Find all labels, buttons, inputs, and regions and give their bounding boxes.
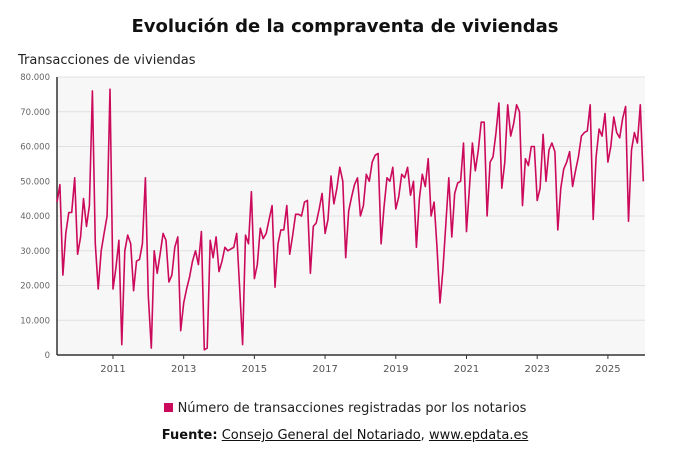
chart-title: Evolución de la compraventa de viviendas [131, 16, 559, 37]
y-tick-label: 30.000 [20, 247, 50, 257]
y-tick-label: 80.000 [20, 73, 50, 83]
x-tick-label: 2025 [595, 364, 620, 375]
x-tick-label: 2011 [100, 364, 125, 375]
y-tick-label: 20.000 [20, 282, 50, 292]
source-line: Fuente: Consejo General del Notariado, w… [0, 428, 690, 443]
source-separator: , [420, 428, 425, 443]
x-tick-label: 2013 [171, 364, 196, 375]
x-tick-label: 2015 [242, 364, 267, 375]
x-tick-label: 2021 [454, 364, 479, 375]
series-line [56, 88, 645, 351]
legend: Número de transacciones registradas por … [0, 401, 690, 416]
y-tick-label: 50.000 [20, 177, 50, 187]
x-tick-label: 2017 [312, 364, 337, 375]
legend-label: Número de transacciones registradas por … [177, 401, 527, 416]
source-org-link[interactable]: Consejo General del Notariado [221, 428, 421, 443]
y-tick-label: 40.000 [20, 212, 50, 222]
x-tick-label: 2019 [383, 364, 408, 375]
source-site-link[interactable]: www.epdata.es [428, 428, 529, 443]
legend-swatch [163, 403, 173, 412]
y-tick-label: 10.000 [20, 316, 50, 326]
y-axis-label: Transacciones de viviendas [18, 53, 196, 68]
y-tick-label: 70.000 [20, 108, 50, 118]
y-tick-label: 0 [45, 351, 50, 361]
source-label: Fuente: [161, 428, 218, 443]
y-tick-label: 60.000 [20, 143, 50, 153]
x-tick-label: 2023 [524, 364, 549, 375]
